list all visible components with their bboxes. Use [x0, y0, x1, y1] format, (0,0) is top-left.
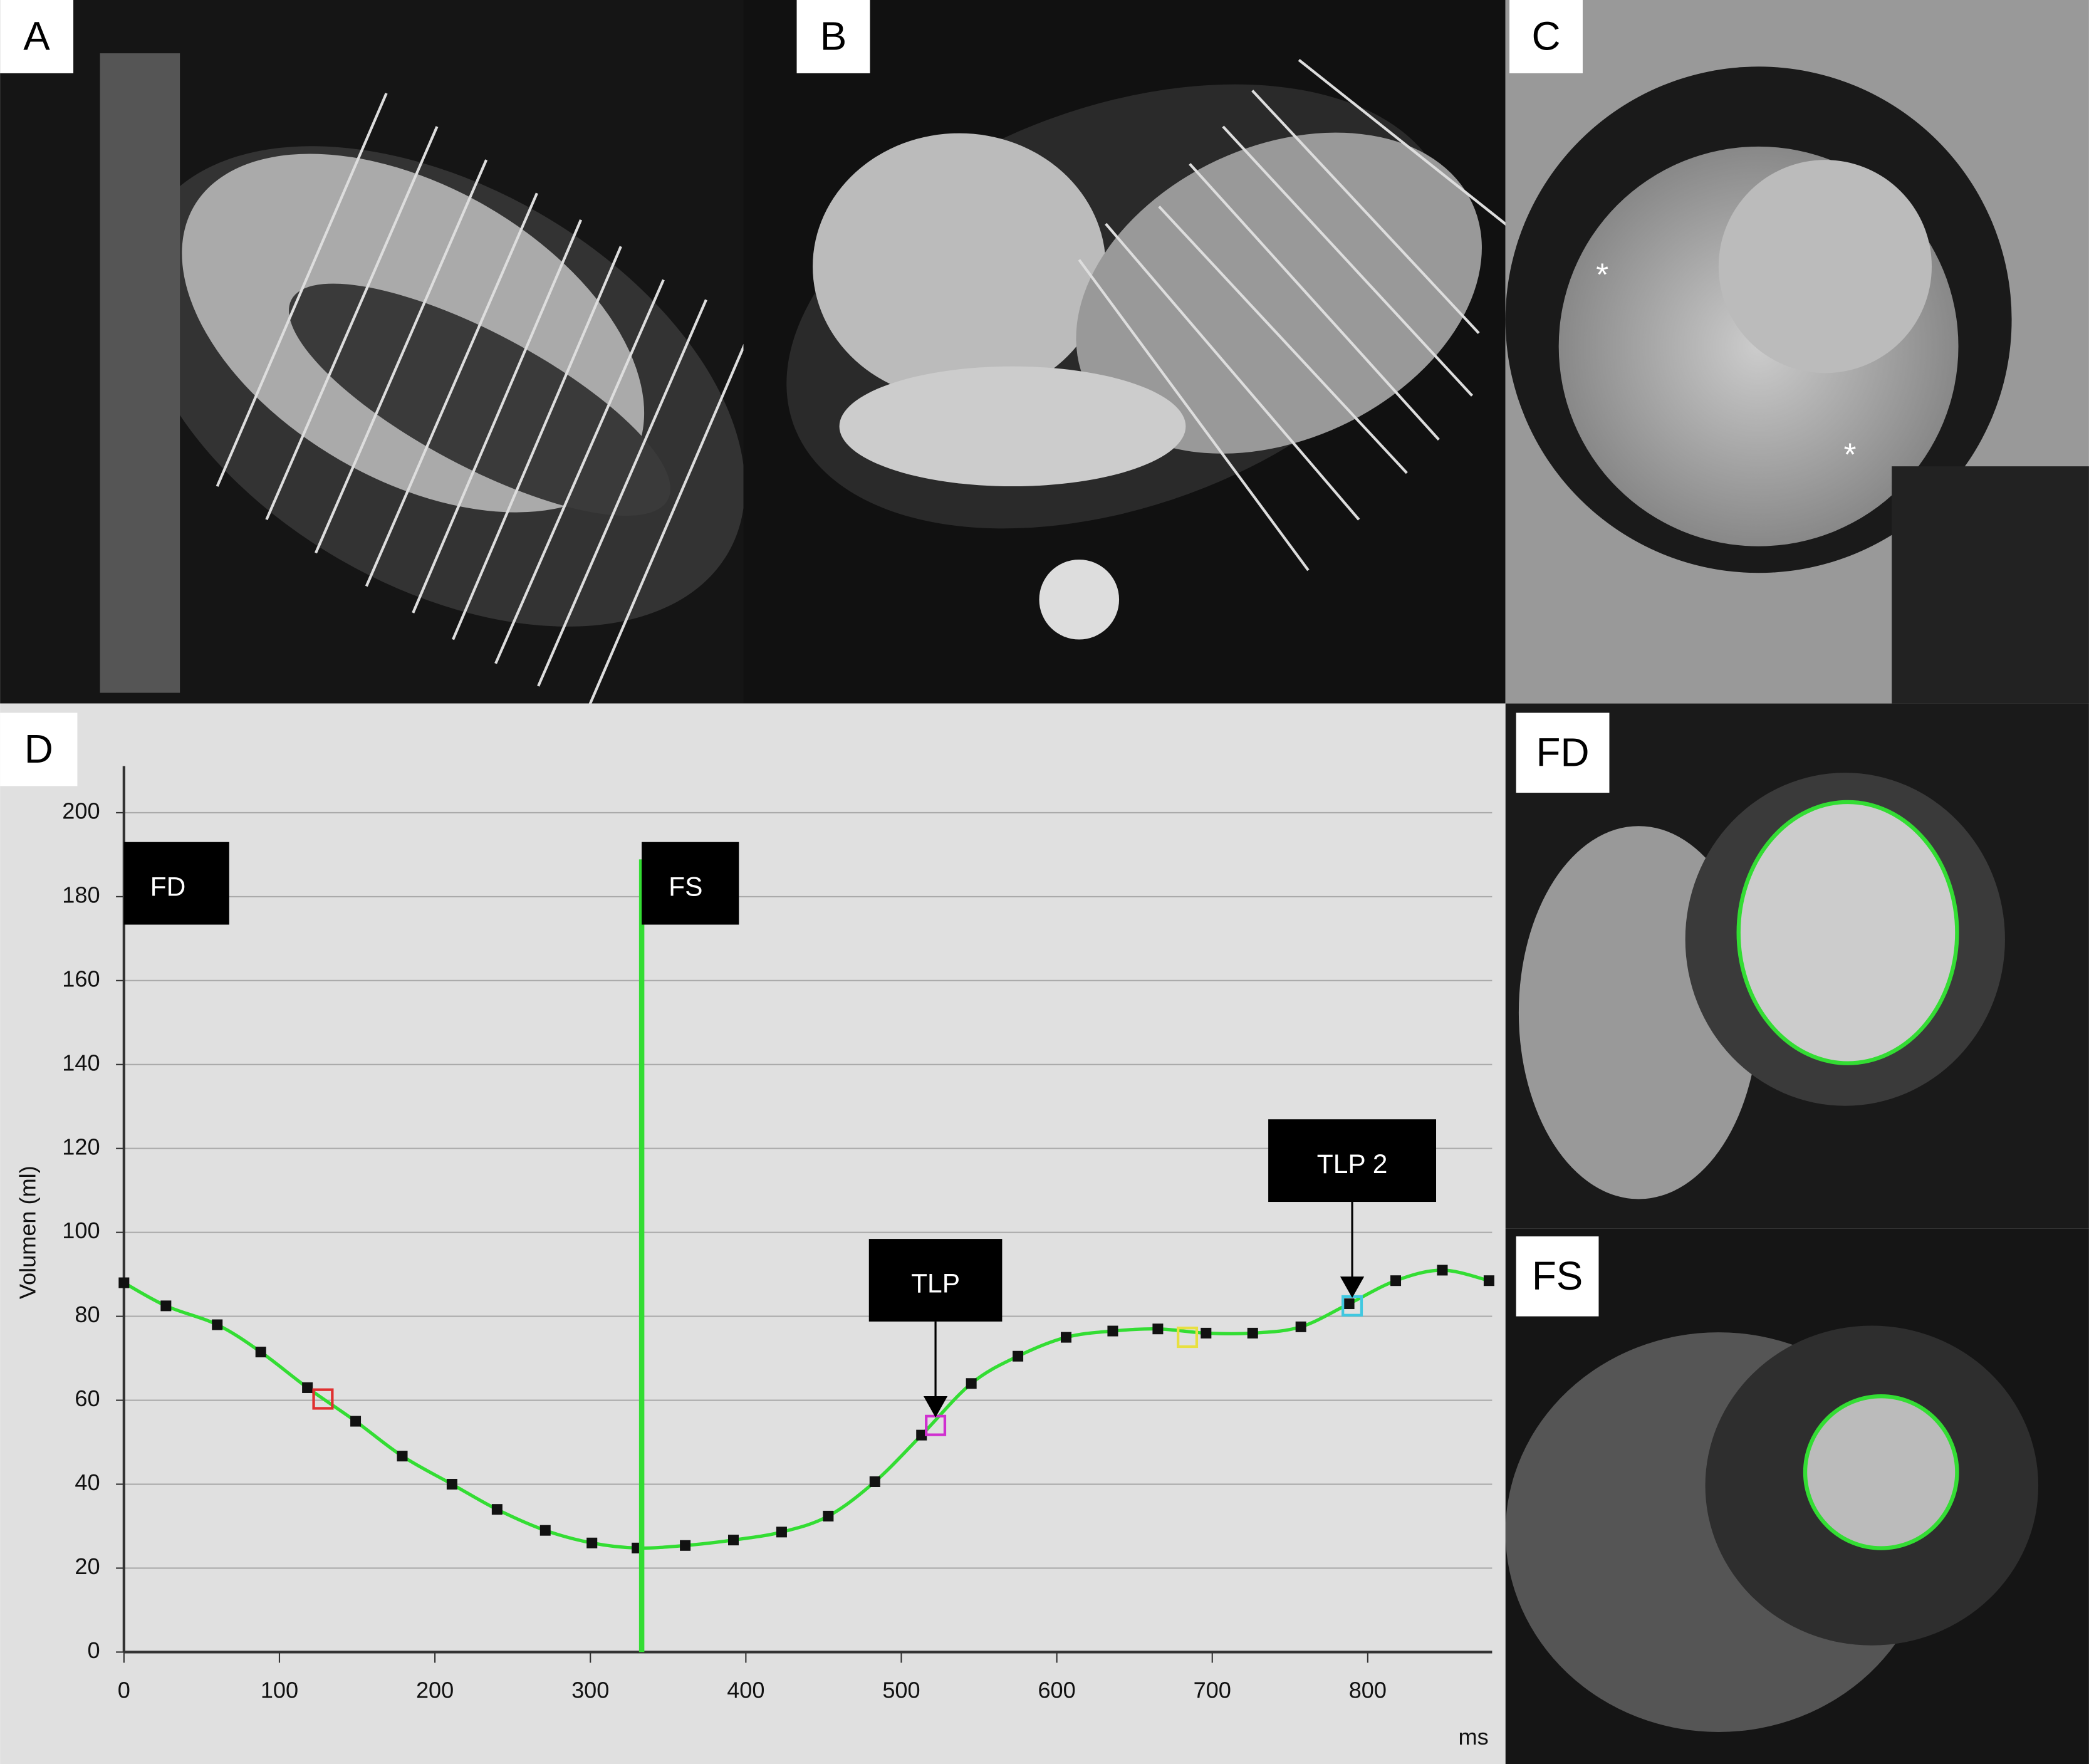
panel-a-image	[0, 0, 756, 714]
panel-label-box	[0, 0, 74, 73]
data-point	[680, 1540, 691, 1551]
highlight-marker	[1177, 1327, 1199, 1349]
data-point	[302, 1382, 313, 1393]
x-tick-label: 200	[416, 1678, 454, 1703]
data-point	[1483, 1275, 1494, 1286]
arrow-head	[923, 1396, 948, 1417]
y-tick-label: 80	[75, 1302, 100, 1327]
data-point	[1201, 1327, 1212, 1339]
panel-label-box	[1516, 1236, 1599, 1317]
y-tick-label: 200	[62, 798, 100, 823]
data-point	[1013, 1350, 1024, 1362]
x-tick-label: 500	[882, 1678, 920, 1703]
panel-label: FD	[1536, 729, 1590, 775]
data-point	[1437, 1265, 1448, 1276]
y-tick-label: 20	[75, 1553, 100, 1579]
x-tick-label: 300	[571, 1678, 609, 1703]
panel-label-box	[796, 0, 870, 73]
annotation-box	[123, 842, 229, 925]
asterisk: *	[1844, 437, 1857, 472]
annotation-box	[642, 842, 739, 925]
data-point	[446, 1479, 457, 1490]
data-point	[1343, 1298, 1355, 1310]
panel-label: C	[1531, 14, 1560, 59]
data-point	[491, 1504, 503, 1515]
panel-label-box	[1516, 712, 1610, 793]
panel-labels: A B C D FD FS	[0, 0, 1610, 1317]
annotation-box	[1268, 1119, 1437, 1203]
y-tick-label: 0	[87, 1637, 100, 1663]
arrow-head	[1340, 1276, 1365, 1298]
x-tick-label: 700	[1194, 1678, 1231, 1703]
y-tick-label: 120	[62, 1134, 100, 1159]
data-point	[586, 1537, 598, 1548]
asterisk: *	[1596, 257, 1608, 293]
panel-c-image: * *	[1505, 0, 2089, 704]
panel-label-box	[1509, 0, 1583, 73]
chart: 0 20 40 60 80 100 120 140 160 180 200 0 100 200 300 400…	[62, 766, 1494, 1703]
data-point	[1107, 1325, 1118, 1337]
annotation-label: FS	[669, 872, 702, 902]
chart-background	[0, 703, 1506, 1764]
data-point	[916, 1429, 927, 1441]
panel-fd-image	[1505, 703, 2089, 1229]
data-point	[539, 1525, 551, 1536]
highlight-marker	[312, 1388, 334, 1410]
x-tick-label: 600	[1038, 1678, 1075, 1703]
x-tick-label: 100	[261, 1678, 298, 1703]
annotation-label: FD	[150, 872, 186, 902]
data-point	[1247, 1327, 1258, 1339]
x-axis-label: ms	[1459, 1724, 1489, 1750]
y-tick-label: 60	[75, 1386, 100, 1411]
data-point	[728, 1535, 739, 1546]
data-point	[1152, 1323, 1164, 1335]
panel-label: FS	[1532, 1253, 1583, 1298]
annotation-box	[868, 1239, 1003, 1322]
data-point	[1061, 1332, 1072, 1343]
data-point	[776, 1527, 787, 1538]
data-point	[255, 1347, 266, 1358]
data-point	[869, 1476, 880, 1487]
panel-label: A	[23, 14, 50, 59]
y-axis-label: Volumen (ml)	[14, 1166, 40, 1299]
y-tick-label: 140	[62, 1050, 100, 1075]
data-point	[350, 1416, 362, 1427]
data-point	[212, 1319, 223, 1330]
y-tick-label: 100	[62, 1218, 100, 1243]
x-tick-label: 800	[1349, 1678, 1387, 1703]
data-point	[397, 1451, 408, 1462]
y-tick-label: 180	[62, 882, 100, 907]
panel-fs-image	[1505, 1228, 2089, 1764]
y-tick-label: 40	[75, 1469, 100, 1495]
data-point	[118, 1277, 130, 1288]
annotation-label: TLP 2	[1317, 1150, 1388, 1179]
panel-label: D	[24, 726, 53, 771]
panel-label: B	[820, 14, 847, 59]
y-tick-label: 160	[62, 966, 100, 991]
annotation-label: TLP	[911, 1270, 960, 1299]
x-tick-label: 0	[118, 1678, 130, 1703]
data-point	[966, 1378, 977, 1389]
panel-label-box	[0, 712, 78, 786]
data-point	[160, 1300, 172, 1312]
data-point	[1390, 1275, 1402, 1286]
data-point	[823, 1510, 834, 1521]
panel-b-image	[743, 0, 1526, 704]
x-tick-label: 400	[727, 1678, 764, 1703]
data-point	[1295, 1321, 1306, 1332]
